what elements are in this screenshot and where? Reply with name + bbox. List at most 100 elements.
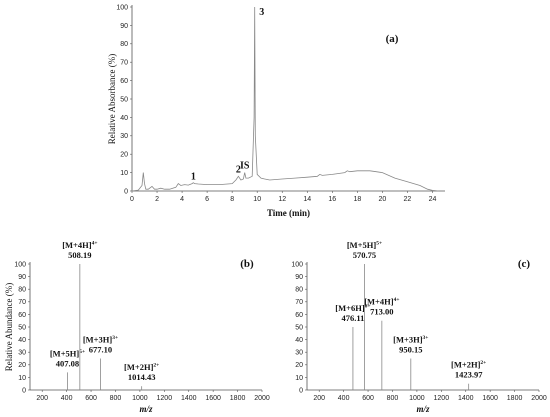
mz-label: 1014.43: [128, 372, 156, 382]
y-tick-label: 0: [22, 387, 26, 394]
x-tick-label: 600: [85, 395, 97, 402]
ion-label: [M+5H]5+: [347, 240, 382, 250]
x-axis-label: m/z: [139, 404, 153, 414]
x-tick-label: 1800: [230, 395, 246, 402]
mz-label: 508.19: [68, 250, 91, 260]
y-tick-label: 40: [120, 115, 128, 122]
peak-label: IS: [240, 161, 250, 172]
x-tick-label: 1000: [409, 395, 425, 402]
y-tick-label: 80: [18, 287, 26, 294]
x-tick-label: 800: [387, 395, 399, 402]
x-tick-label: 200: [36, 395, 48, 402]
x-tick-label: 10: [253, 196, 261, 203]
mz-label: 570.75: [353, 250, 376, 260]
y-tick-label: 0: [299, 387, 303, 394]
y-tick-label: 40: [18, 337, 26, 344]
y-tick-label: 90: [120, 23, 128, 30]
x-axis-label: Time (min): [267, 208, 310, 218]
x-tick-label: 6: [205, 196, 209, 203]
y-tick-label: 70: [18, 299, 26, 306]
y-tick-label: 60: [120, 78, 128, 85]
y-tick-label: 20: [295, 362, 303, 369]
ion-label: [M+4H]4+: [364, 297, 399, 307]
x-tick-label: 1200: [434, 395, 450, 402]
y-tick-label: 10: [18, 375, 26, 382]
y-tick-label: 30: [18, 350, 26, 357]
panel-label: (a): [386, 33, 399, 45]
x-tick-label: 1600: [205, 395, 221, 402]
peak-label: 2: [236, 164, 241, 175]
y-tick-label: 50: [295, 324, 303, 331]
x-tick-label: 4: [180, 196, 184, 203]
x-tick-label: 2000: [254, 395, 270, 402]
y-tick-label: 90: [18, 274, 26, 281]
chromatogram-trace: [131, 6, 439, 192]
y-tick-label: 10: [120, 170, 128, 177]
y-tick-label: 70: [120, 60, 128, 67]
x-tick-label: 0: [130, 196, 134, 203]
y-tick-label: 30: [295, 350, 303, 357]
mz-label: 1423.97: [455, 370, 483, 380]
y-axis-label: Relative Absorbance (%): [107, 54, 117, 144]
y-tick-label: 60: [295, 312, 303, 319]
x-tick-label: 2000: [531, 395, 547, 402]
ion-label: [M+2H]2+: [451, 360, 486, 370]
mz-label: 713.00: [370, 307, 393, 317]
y-tick-label: 90: [295, 274, 303, 281]
y-tick-label: 60: [18, 312, 26, 319]
y-tick-label: 0: [124, 188, 128, 195]
x-tick-label: 400: [61, 395, 73, 402]
x-tick-label: 800: [110, 395, 122, 402]
y-tick-label: 20: [18, 362, 26, 369]
x-tick-label: 16: [328, 196, 336, 203]
ion-label: [M+2H]2+: [124, 362, 159, 372]
x-tick-label: 1400: [181, 395, 197, 402]
y-tick-label: 80: [120, 41, 128, 48]
x-tick-label: 1400: [458, 395, 474, 402]
y-tick-label: 100: [116, 4, 128, 11]
y-tick-label: 30: [120, 133, 128, 140]
y-axis-label: Relative Abundance (%): [4, 283, 14, 371]
y-tick-label: 20: [120, 152, 128, 159]
x-tick-label: 600: [362, 395, 374, 402]
mz-label: 407.08: [56, 358, 79, 368]
x-tick-label: 20: [379, 196, 387, 203]
x-tick-label: 1600: [482, 395, 498, 402]
y-tick-label: 50: [120, 96, 128, 103]
x-tick-label: 8: [230, 196, 234, 203]
peak-label: 1: [191, 172, 196, 183]
x-tick-label: 14: [303, 196, 311, 203]
y-tick-label: 100: [14, 261, 26, 268]
x-tick-label: 1200: [157, 395, 173, 402]
y-tick-label: 80: [295, 287, 303, 294]
ion-label: [M+5H]5+: [50, 348, 85, 358]
ion-label: [M+4H]4+: [62, 240, 97, 250]
peak-label: 3: [259, 7, 264, 18]
y-tick-label: 40: [295, 337, 303, 344]
panel-b: 0 10 20 30 40 50 60 70 80 90 100 200 400 600 800 1000 12…: [4, 240, 270, 414]
x-tick-label: 18: [353, 196, 361, 203]
y-tick-label: 50: [18, 324, 26, 331]
x-tick-label: 24: [429, 196, 437, 203]
ion-label: [M+6H]6+: [335, 303, 370, 313]
x-tick-label: 400: [338, 395, 350, 402]
panel-label: (c): [518, 258, 531, 270]
x-tick-label: 1000: [132, 395, 148, 402]
x-tick-label: 22: [404, 196, 412, 203]
x-tick-label: 12: [278, 196, 286, 203]
ion-label: [M+3H]3+: [83, 335, 118, 345]
ion-label: [M+3H]3+: [393, 335, 428, 345]
x-tick-label: 1800: [507, 395, 523, 402]
mz-label: 677.10: [89, 345, 112, 355]
y-tick-label: 100: [291, 261, 303, 268]
x-axis-label: m/z: [416, 404, 430, 414]
mz-label: 476.11: [341, 313, 364, 323]
mz-label: 950.15: [399, 345, 422, 355]
panel-label: (b): [240, 258, 254, 270]
y-tick-label: 10: [295, 375, 303, 382]
x-tick-label: 2: [155, 196, 159, 203]
x-tick-label: 200: [313, 395, 325, 402]
panel-c: 0 10 20 30 40 50 60 70 80 90 100 200 400 600 800 1000 12…: [291, 240, 547, 414]
